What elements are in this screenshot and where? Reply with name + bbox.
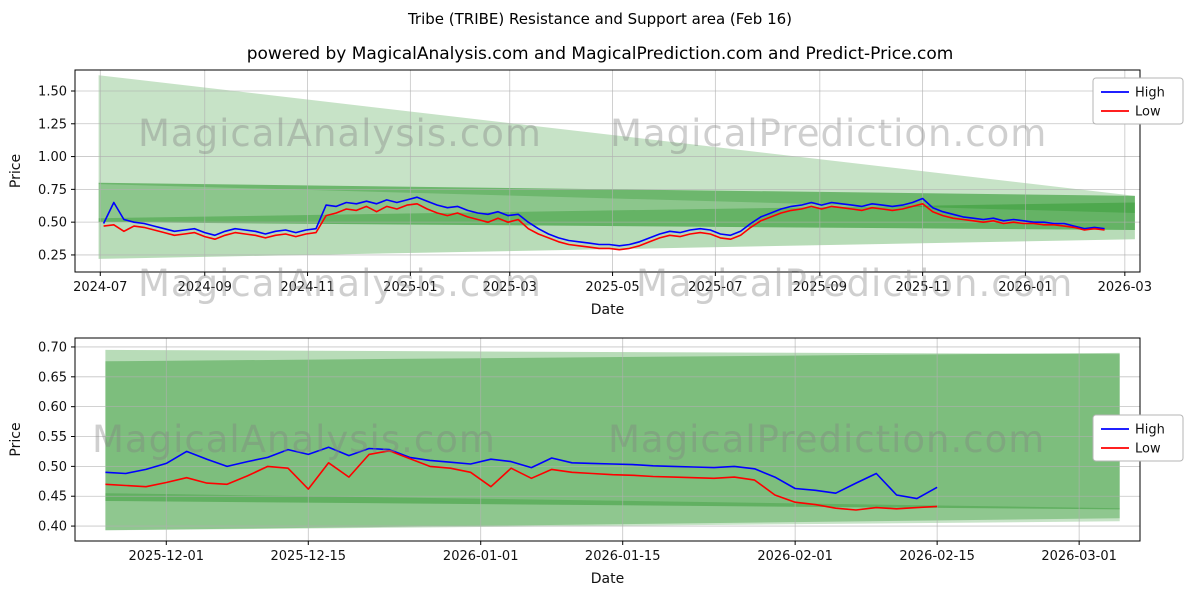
y-tick-label: 0.25 [38,248,67,263]
support-resistance-band [105,349,1120,531]
x-tick-label: 2025-01 [383,280,437,295]
legend-label: Low [1135,105,1161,120]
page-title: Tribe (TRIBE) Resistance and Support are… [407,10,793,28]
y-tick-label: 0.40 [38,520,67,535]
plot-frame [74,69,1141,273]
x-tick-label: 2026-03 [1098,280,1152,295]
bottom-price-chart: 2025-12-01 2025-12-15 2026-01-01 2026-01-15… [8,337,1184,587]
support-resistance-band [98,182,1135,230]
y-tick-label: 0.65 [38,370,67,385]
x-tick-label: 2025-03 [483,280,537,295]
legend-box [1092,414,1184,462]
x-tick-label: 2026-03-01 [1041,549,1117,564]
page-subtitle: powered by MagicalAnalysis.com and Magic… [246,44,954,64]
x-tick-label: 2026-02-15 [899,549,975,564]
x-tick-label: 2025-07 [688,280,742,295]
y-tick-label: 0.45 [38,490,67,505]
legend-label: High [1135,423,1165,438]
legend-label: Low [1135,442,1161,457]
low-line [103,203,1105,251]
y-tick-label: 1.25 [38,117,67,132]
top-price-chart: 2024-07 2024-09 2024-11 2025-01 2025-03 2025-… [8,69,1184,318]
y-tick-label: 1.50 [38,84,67,99]
y-axis-label: Price [8,422,24,456]
y-tick-label: 0.50 [38,216,67,231]
y-tick-label: 0.70 [38,340,67,355]
x-tick-label: 2026-01 [998,280,1052,295]
x-tick-label: 2025-12-01 [129,549,205,564]
y-tick-label: 0.75 [38,183,67,198]
y-tick-label: 0.60 [38,400,67,415]
y-axis-label: Price [8,154,24,188]
x-axis-label: Date [591,302,624,318]
support-resistance-band [98,202,1135,259]
support-resistance-band [105,493,1120,531]
x-tick-label: 2025-09 [793,280,847,295]
x-axis-label: Date [591,571,624,587]
x-tick-label: 2026-01-15 [585,549,661,564]
support-resistance-band [98,75,1135,213]
x-tick-label: 2025-05 [585,280,639,295]
x-tick-label: 2026-01-01 [443,549,519,564]
x-tick-label: 2024-07 [73,280,127,295]
y-tick-label: 0.55 [38,430,67,445]
x-tick-label: 2025-11 [895,280,949,295]
legend-label: High [1135,86,1165,101]
x-tick-label: 2026-02-01 [757,549,833,564]
x-tick-label: 2024-11 [280,280,334,295]
low-line [105,450,938,511]
legend-box [1092,77,1184,125]
y-tick-label: 0.50 [38,460,67,475]
x-tick-label: 2024-09 [178,280,232,295]
y-tick-label: 1.00 [38,150,67,165]
high-line [105,446,938,500]
x-tick-label: 2025-12-15 [271,549,347,564]
support-resistance-band [105,352,1120,510]
high-line [102,196,1105,247]
